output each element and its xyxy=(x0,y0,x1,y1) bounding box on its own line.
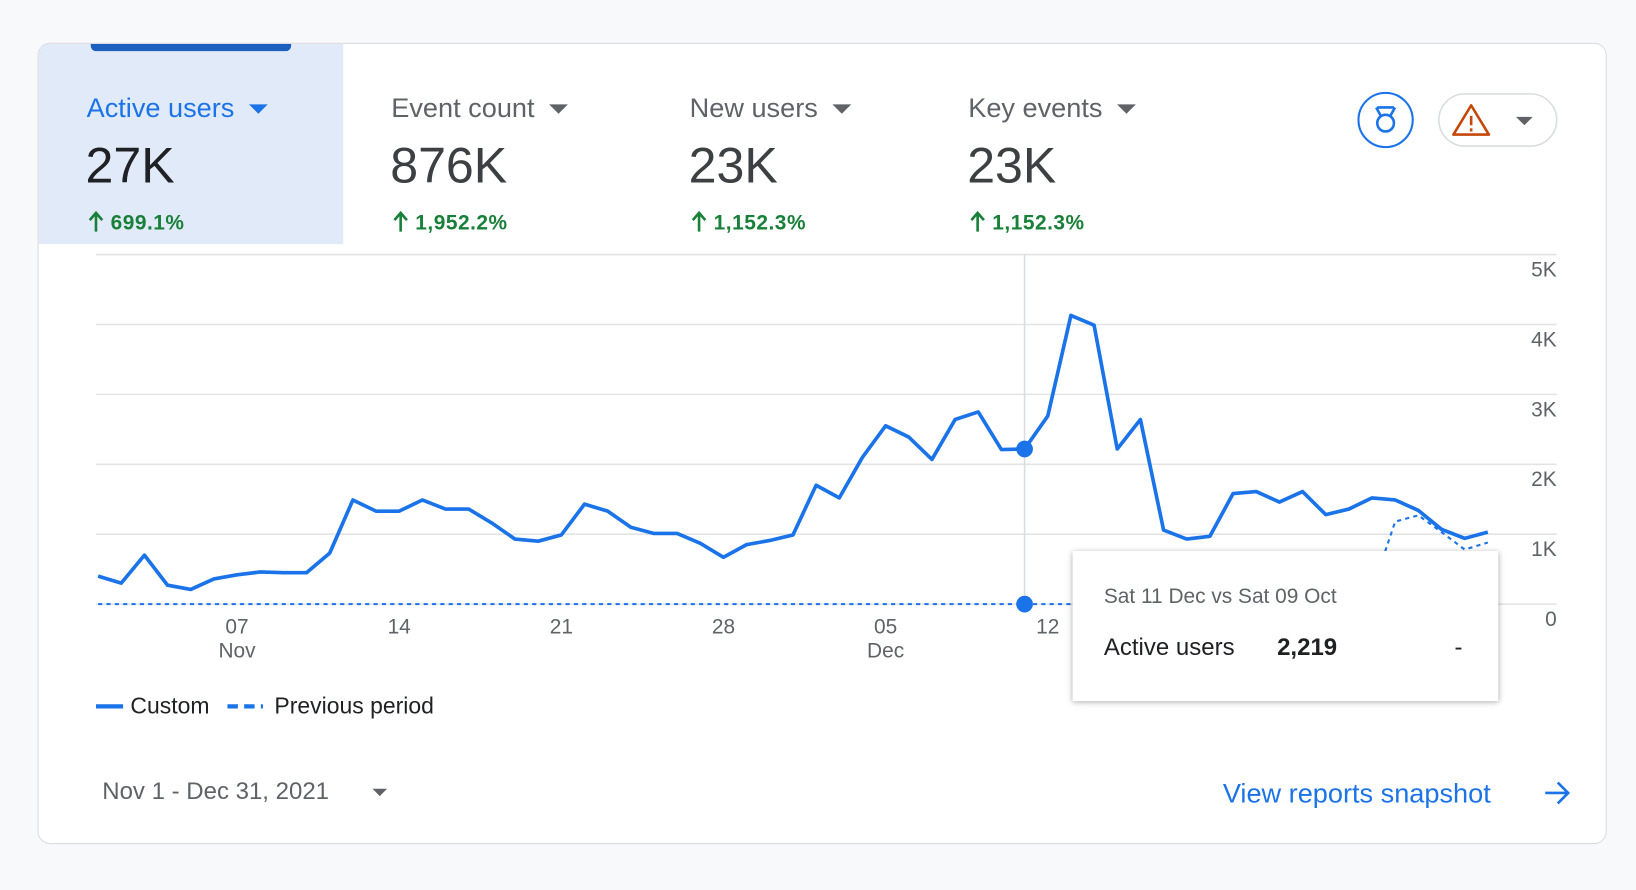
tab-change: 1,952.2% xyxy=(415,211,508,235)
tab-caret xyxy=(549,104,568,114)
insights-icon-glyph xyxy=(1375,106,1397,118)
tab-value: 27K xyxy=(85,138,175,195)
tab-caret xyxy=(832,104,852,114)
active-tab-bg xyxy=(38,43,344,245)
insights-icon[interactable] xyxy=(1357,91,1414,149)
tab-name[interactable]: Event count xyxy=(391,91,535,124)
tab-caret xyxy=(248,104,268,114)
y-tick-label: 4K xyxy=(1531,328,1557,352)
plot-area xyxy=(95,253,1557,613)
hover-dot xyxy=(1016,595,1033,613)
tooltip-comparison: - xyxy=(1454,633,1463,661)
warning-dropdown[interactable] xyxy=(1438,93,1558,147)
hover-dot xyxy=(1016,440,1033,458)
legend-label: Previous period xyxy=(274,692,434,719)
view-reports-link[interactable]: View reports snapshot xyxy=(1222,777,1491,809)
card xyxy=(37,42,1607,845)
tab-name[interactable]: Key events xyxy=(968,91,1103,124)
x-tick-label: 28 xyxy=(711,615,736,639)
x-tick-label: 14 xyxy=(387,615,411,639)
tooltip-value: 2,219 xyxy=(1277,633,1338,661)
tab-name[interactable]: Active users xyxy=(86,91,235,124)
insights-icon-glyph xyxy=(1375,113,1396,133)
x-tick-label: 12 xyxy=(1036,615,1060,639)
change-arrow xyxy=(691,210,707,232)
tab-value: 23K xyxy=(688,138,778,195)
tab-value: 23K xyxy=(967,138,1057,195)
link-arrow xyxy=(1545,781,1571,805)
legend-label: Custom xyxy=(130,692,210,719)
active-tab-bar xyxy=(90,43,292,52)
x-tick-label: 05 Dec xyxy=(867,615,905,663)
tab-name[interactable]: New users xyxy=(689,91,818,124)
x-tick-label: 07 Nov xyxy=(218,615,256,663)
tab-change: 699.1% xyxy=(110,211,185,235)
y-tick-label: 1K xyxy=(1531,538,1557,562)
tooltip-metric: Active users xyxy=(1103,633,1235,661)
tab-change: 1,152.3% xyxy=(992,211,1085,235)
date-range[interactable]: Nov 1 - Dec 31, 2021 xyxy=(102,777,330,805)
series-line xyxy=(98,514,1489,606)
tooltip-title: Sat 11 Dec vs Sat 09 Oct xyxy=(1103,585,1337,609)
change-arrow xyxy=(970,210,985,232)
tab-caret xyxy=(1117,104,1136,114)
y-tick-label: 2K xyxy=(1531,468,1557,492)
y-tick-label: 0 xyxy=(1545,608,1557,632)
date-caret xyxy=(372,788,388,797)
y-tick-label: 3K xyxy=(1531,398,1557,422)
change-arrow xyxy=(393,210,408,232)
change-arrow xyxy=(88,210,104,232)
y-tick-label: 5K xyxy=(1531,258,1557,282)
tab-value: 876K xyxy=(390,138,508,195)
x-tick-label: 21 xyxy=(549,615,573,639)
tooltip: Sat 11 Dec vs Sat 09 Oct Active users 2,… xyxy=(1072,550,1499,702)
series-line xyxy=(97,313,1489,592)
tab-change: 1,152.3% xyxy=(713,211,807,235)
warning-icon xyxy=(1452,104,1491,136)
dropdown-caret xyxy=(1516,116,1533,126)
